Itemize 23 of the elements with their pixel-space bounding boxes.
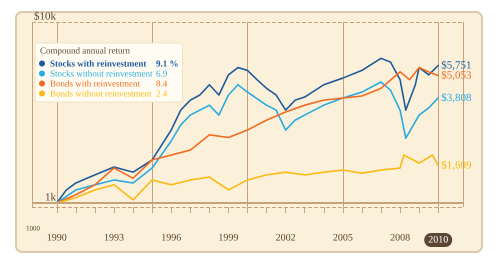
y-tick-label: $10k: [34, 10, 56, 22]
legend-label: Stocks with reinvestment: [50, 58, 146, 68]
data-label: $1,609: [441, 160, 472, 172]
x-tick-label: 1993: [104, 232, 124, 244]
annotation: 6.9: [156, 68, 168, 78]
legend-title: Compound annual return: [40, 46, 130, 56]
x-tick-label: 1999: [218, 232, 238, 244]
x-tick-label: 2005: [332, 232, 353, 244]
x-tick-label: 2010: [428, 234, 448, 246]
data-label: $5,751: [441, 59, 472, 72]
data-label: $5,053: [441, 70, 472, 82]
annotation: 2.4: [156, 88, 168, 98]
annotation: 9.1 %: [156, 58, 178, 68]
legend-label: Bonds without reinvestment: [50, 88, 152, 98]
annotation: 8.4: [156, 78, 168, 88]
y-tick-label: 1k: [45, 191, 56, 204]
legend-label: Stocks without reinvestment: [50, 68, 153, 78]
x-tick-label: 2002: [276, 232, 296, 244]
legend-label: Bonds with reinvestment: [50, 78, 140, 88]
data-label: $3,808: [441, 92, 472, 104]
x-tick-label: 1996: [161, 232, 182, 244]
x-tick-label: 1990: [46, 232, 67, 244]
x-tick-label: 2008: [390, 232, 410, 244]
